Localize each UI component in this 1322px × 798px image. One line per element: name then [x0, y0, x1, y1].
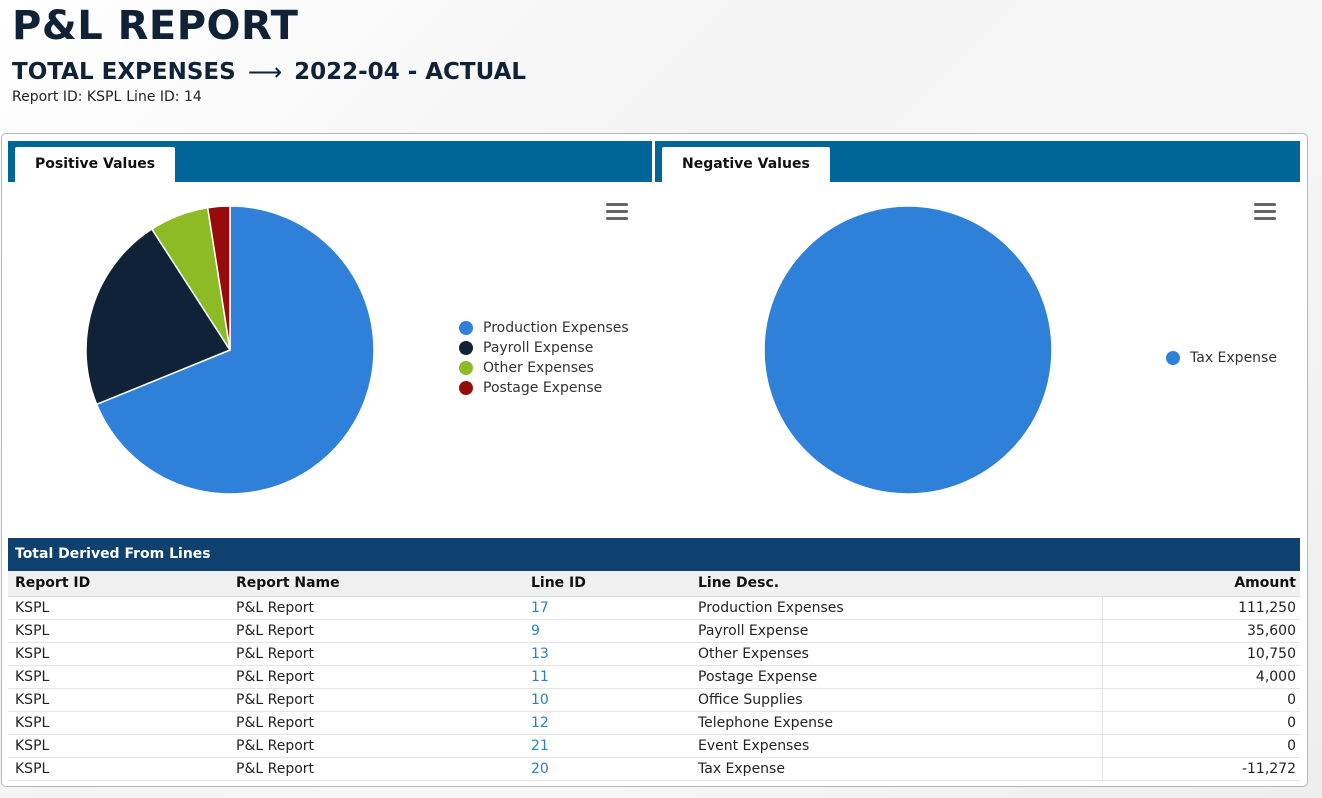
cell-line-desc: Production Expenses	[691, 596, 1102, 620]
cell-report-id: KSPL	[8, 688, 229, 712]
cell-line-id-link[interactable]: 10	[524, 688, 691, 712]
legend-dot-icon	[459, 321, 473, 335]
cell-line-id-link[interactable]: 21	[524, 734, 691, 758]
table-row: KSPL P&L Report 20 Tax Expense -11,272	[8, 757, 1300, 781]
cell-amount: 111,250	[1101, 596, 1300, 620]
column-header-line-id[interactable]: Line ID	[524, 571, 691, 597]
cell-amount: 0	[1101, 711, 1300, 735]
pie-slice-postage-expense[interactable]	[206, 205, 231, 351]
legend-label: Payroll Expense	[483, 340, 594, 356]
cell-report-name: P&L Report	[229, 642, 524, 666]
report-meta: Report ID: KSPL Line ID: 14	[12, 88, 526, 106]
column-header-report-id[interactable]: Report ID	[8, 571, 229, 597]
cell-report-name: P&L Report	[229, 596, 524, 620]
cell-amount: 0	[1101, 734, 1300, 758]
cell-report-id: KSPL	[8, 642, 229, 666]
cell-line-id-link[interactable]: 13	[524, 642, 691, 666]
negative-pie-chart	[763, 205, 1053, 495]
negative-values-chart: Negative Values Tax Expense	[655, 141, 1300, 536]
cell-report-name: P&L Report	[229, 757, 524, 781]
negative-tab-strip: Negative Values	[655, 141, 1300, 182]
cell-report-name: P&L Report	[229, 711, 524, 735]
page-subtitle: TOTAL EXPENSES ⟶ 2022-04 - ACTUAL	[12, 58, 526, 86]
table-row: KSPL P&L Report 11 Postage Expense 4,000	[8, 665, 1300, 689]
legend-item-other-expenses[interactable]: Other Expenses	[459, 358, 629, 378]
table-row: KSPL P&L Report 21 Event Expenses 0	[8, 734, 1300, 758]
cell-report-id: KSPL	[8, 711, 229, 735]
table-row: KSPL P&L Report 12 Telephone Expense 0	[8, 711, 1300, 735]
table-title: Total Derived From Lines	[8, 538, 1300, 571]
cell-line-desc: Postage Expense	[691, 665, 1102, 689]
legend-dot-icon	[459, 341, 473, 355]
cell-line-desc: Telephone Expense	[691, 711, 1102, 735]
tab-positive-values[interactable]: Positive Values	[15, 147, 176, 182]
pie-slice-production-expenses[interactable]	[95, 205, 375, 495]
cell-amount: -11,272	[1101, 757, 1300, 781]
cell-report-id: KSPL	[8, 757, 229, 781]
pie-slice-tax-expense[interactable]	[763, 205, 1053, 495]
report-panel: Positive Values Production Expenses Payro…	[1, 133, 1308, 787]
line-id-label: Line ID: 14	[126, 89, 202, 105]
cell-line-id-link[interactable]: 12	[524, 711, 691, 735]
subtitle-line: TOTAL EXPENSES	[12, 59, 236, 85]
cell-amount: 35,600	[1101, 619, 1300, 643]
legend-label: Other Expenses	[483, 360, 594, 376]
cell-report-name: P&L Report	[229, 665, 524, 689]
legend-dot-icon	[1166, 351, 1180, 365]
legend-label: Tax Expense	[1190, 350, 1277, 366]
page-title: P&L REPORT	[12, 3, 299, 49]
cell-line-desc: Payroll Expense	[691, 619, 1102, 643]
cell-amount: 4,000	[1101, 665, 1300, 689]
cell-line-id-link[interactable]: 20	[524, 757, 691, 781]
subtitle-period: 2022-04 - ACTUAL	[294, 59, 527, 85]
positive-tab-strip: Positive Values	[8, 141, 652, 182]
cell-report-name: P&L Report	[229, 734, 524, 758]
cell-line-desc: Office Supplies	[691, 688, 1102, 712]
legend-item-payroll-expense[interactable]: Payroll Expense	[459, 338, 629, 358]
cell-report-id: KSPL	[8, 619, 229, 643]
report-header: P&L REPORT TOTAL EXPENSES ⟶ 2022-04 - AC…	[12, 0, 526, 106]
pie-slice-payroll-expense[interactable]	[85, 228, 232, 406]
legend-item-tax-expense[interactable]: Tax Expense	[1166, 348, 1277, 368]
cell-line-desc: Other Expenses	[691, 642, 1102, 666]
cell-line-desc: Event Expenses	[691, 734, 1102, 758]
table-row: KSPL P&L Report 13 Other Expenses 10,750	[8, 642, 1300, 666]
cell-report-id: KSPL	[8, 596, 229, 620]
report-id-label: Report ID: KSPL	[12, 89, 122, 105]
positive-legend: Production Expenses Payroll Expense Other …	[459, 318, 629, 398]
table-header-row: Report ID Report Name Line ID Line Desc.…	[8, 571, 1300, 597]
column-header-amount[interactable]: Amount	[1102, 571, 1300, 597]
tab-negative-values[interactable]: Negative Values	[662, 147, 830, 182]
cell-report-id: KSPL	[8, 665, 229, 689]
hamburger-menu-icon[interactable]	[1254, 203, 1276, 221]
column-header-line-desc[interactable]: Line Desc.	[691, 571, 1102, 597]
legend-item-postage-expense[interactable]: Postage Expense	[459, 378, 629, 398]
cell-amount: 10,750	[1101, 642, 1300, 666]
cell-line-id-link[interactable]: 9	[524, 619, 691, 643]
column-header-report-name[interactable]: Report Name	[229, 571, 524, 597]
cell-report-name: P&L Report	[229, 688, 524, 712]
table-row: KSPL P&L Report 9 Payroll Expense 35,600	[8, 619, 1300, 643]
derived-lines-table: Report ID Report Name Line ID Line Desc.…	[8, 571, 1300, 781]
table-row: KSPL P&L Report 17 Production Expenses 1…	[8, 596, 1300, 620]
legend-dot-icon	[459, 361, 473, 375]
negative-legend: Tax Expense	[1166, 348, 1277, 368]
cell-amount: 0	[1101, 688, 1300, 712]
cell-line-desc: Tax Expense	[691, 757, 1102, 781]
cell-report-name: P&L Report	[229, 619, 524, 643]
hamburger-menu-icon[interactable]	[606, 203, 628, 221]
legend-dot-icon	[459, 381, 473, 395]
legend-item-production-expenses[interactable]: Production Expenses	[459, 318, 629, 338]
cell-line-id-link[interactable]: 11	[524, 665, 691, 689]
cell-line-id-link[interactable]: 17	[524, 596, 691, 620]
table-row: KSPL P&L Report 10 Office Supplies 0	[8, 688, 1300, 712]
legend-label: Postage Expense	[483, 380, 603, 396]
legend-label: Production Expenses	[483, 320, 629, 336]
cell-report-id: KSPL	[8, 734, 229, 758]
positive-pie-chart	[85, 205, 375, 495]
right-arrow-icon: ⟶	[247, 58, 283, 86]
positive-values-chart: Positive Values Production Expenses Payro…	[8, 141, 652, 536]
